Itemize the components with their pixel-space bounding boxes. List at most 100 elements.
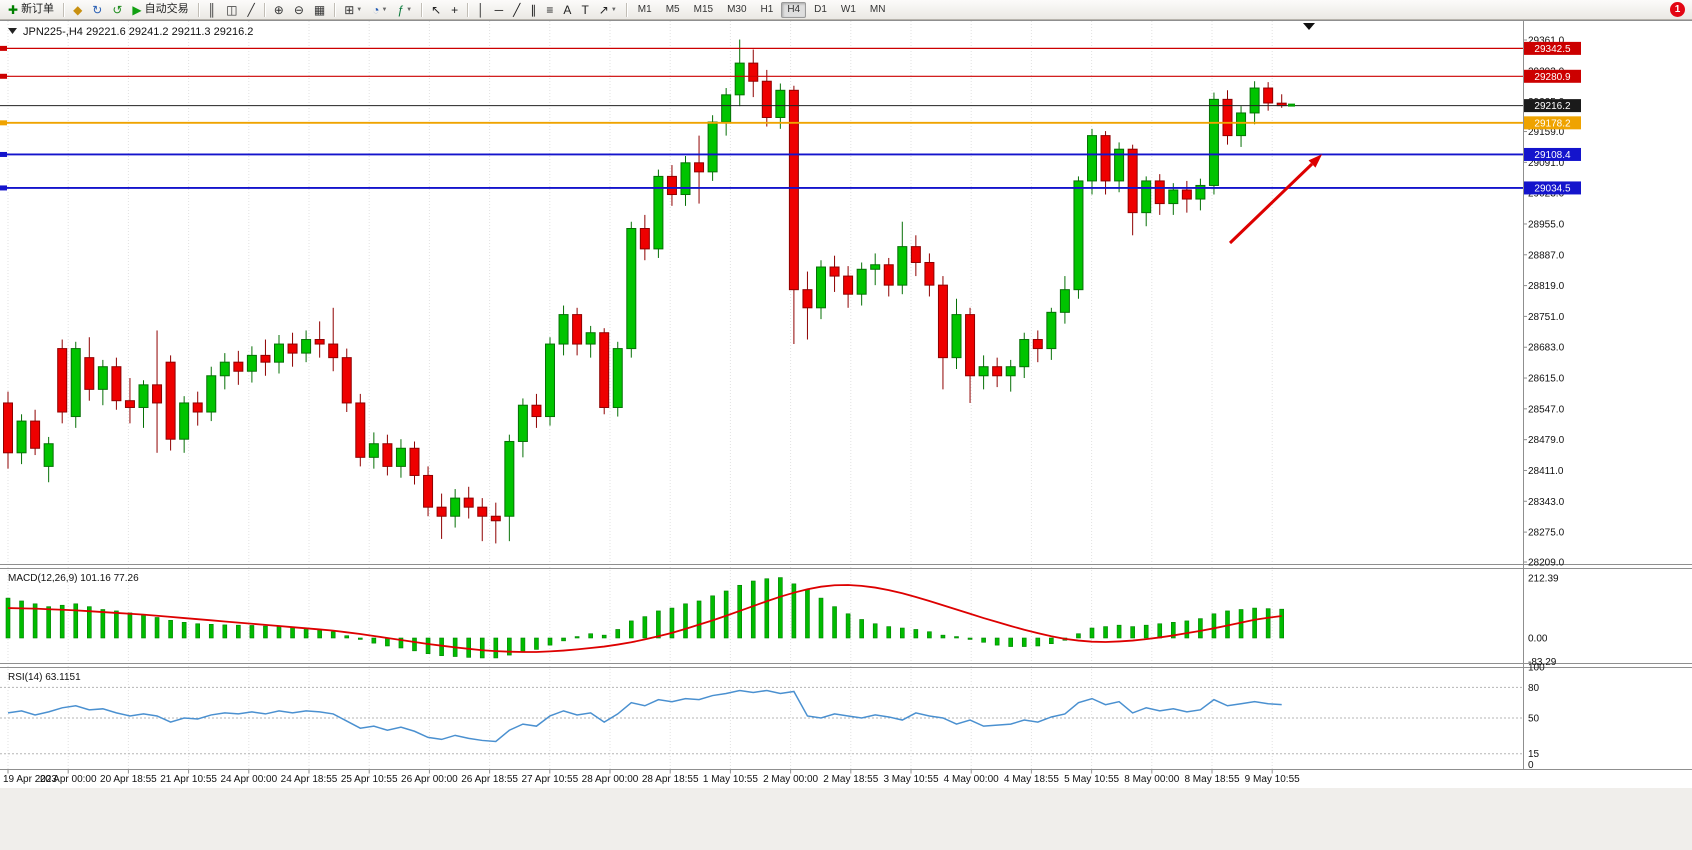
svg-text:1 May 10:55: 1 May 10:55 <box>703 774 758 785</box>
svg-text:28615.0: 28615.0 <box>1528 374 1565 385</box>
history-center-button[interactable]: ↺ <box>108 0 126 19</box>
chart-shift-marker-icon[interactable] <box>1303 23 1315 30</box>
level-line-anchor[interactable] <box>0 120 7 126</box>
text-label-button[interactable]: T <box>577 0 592 19</box>
svg-text:28819.0: 28819.0 <box>1528 281 1565 292</box>
zoom-in-button[interactable]: ⊕ <box>270 0 288 19</box>
svg-text:80: 80 <box>1528 683 1540 694</box>
profiles-icon: ◔ <box>372 2 380 17</box>
svg-text:28683.0: 28683.0 <box>1528 343 1565 354</box>
level-line-anchor[interactable] <box>0 45 7 51</box>
price-badge <box>1524 147 1581 161</box>
refresh-button[interactable]: ↻ <box>88 0 106 19</box>
autotrading-button-label: 自动交易 <box>144 3 189 15</box>
new-order-icon: ✚ <box>8 2 19 17</box>
timeframe-h4-button[interactable]: H4 <box>781 1 807 18</box>
channel-button[interactable]: ∥ <box>526 0 540 19</box>
market-watch-button[interactable]: ◆ <box>69 0 86 19</box>
toolbar: ✚ 新订单 ◆ ↻ ↺ ▶ 自动交易 ║ ◫ ╱ ⊕ ⊖ ▦ ⊞ ▼ ◔ ▼ ƒ ▼ ↖ + │ ─ ╱ ∥ ≡ A T ↗ ▼ M1 M5 M… <box>0 0 1692 20</box>
cursor-button[interactable]: ↖ <box>427 0 445 19</box>
cursor-icon: ↖ <box>431 2 442 17</box>
svg-text:2 May 00:00: 2 May 00:00 <box>763 774 818 785</box>
timeframe-h1-button[interactable]: H1 <box>760 3 774 15</box>
toolbar-separator <box>63 2 65 17</box>
svg-text:24 Apr 00:00: 24 Apr 00:00 <box>220 774 277 785</box>
level-line-anchor[interactable] <box>0 73 7 79</box>
new-chart-button[interactable]: ⊞ ▼ <box>340 0 366 19</box>
text-button[interactable]: A <box>559 0 575 19</box>
svg-text:27 Apr 10:55: 27 Apr 10:55 <box>521 774 578 785</box>
timeframe-m15-button[interactable]: M15 <box>693 3 714 15</box>
symbol-dropdown-icon[interactable] <box>8 28 17 34</box>
rsi-line <box>7 689 1282 743</box>
profiles-button[interactable]: ◔ ▼ <box>368 0 391 19</box>
zoom-out-button[interactable]: ⊖ <box>290 0 308 19</box>
indicators-icon: ƒ <box>397 2 405 17</box>
notification-badge[interactable]: 1 <box>1670 2 1685 17</box>
timeframe-w1-button[interactable]: W1 <box>840 3 856 15</box>
svg-text:29034.5: 29034.5 <box>1534 183 1571 194</box>
svg-text:25 Apr 10:55: 25 Apr 10:55 <box>341 774 398 785</box>
price-badge <box>1524 41 1581 55</box>
timeframe-d1-button[interactable]: D1 <box>814 3 827 15</box>
svg-text:4 May 00:00: 4 May 00:00 <box>944 774 999 785</box>
svg-text:8 May 00:00: 8 May 00:00 <box>1124 774 1179 785</box>
svg-text:28751.0: 28751.0 <box>1528 312 1565 323</box>
level-line-anchor[interactable] <box>0 151 7 157</box>
new-order-button-label: 新订单 <box>21 3 55 15</box>
timeframe-m30-button[interactable]: M30 <box>727 3 747 15</box>
timeframe-m5-button[interactable]: M5 <box>665 3 680 15</box>
svg-text:50: 50 <box>1528 714 1540 725</box>
trend-arrow-head <box>1308 154 1323 168</box>
svg-text:28209.0: 28209.0 <box>1528 558 1565 569</box>
svg-text:100: 100 <box>1528 663 1545 674</box>
svg-text:29108.4: 29108.4 <box>1534 150 1571 161</box>
autotrading-button[interactable]: ▶ 自动交易 <box>128 0 192 19</box>
svg-text:2 May 18:55: 2 May 18:55 <box>823 774 878 785</box>
crosshair-button[interactable]: + <box>447 0 462 19</box>
svg-text:4 May 18:55: 4 May 18:55 <box>1004 774 1059 785</box>
new-chart-icon: ⊞ <box>344 2 355 17</box>
bar-chart-button[interactable]: ║ <box>204 0 221 19</box>
price-badge <box>1524 69 1581 83</box>
fibonacci-button[interactable]: ≡ <box>542 0 557 19</box>
price-axis[interactable]: 29361.029293.029225.029159.029091.029023… <box>1523 36 1581 569</box>
trend-arrow-annotation[interactable] <box>1228 162 1314 245</box>
svg-text:20 Apr 18:55: 20 Apr 18:55 <box>100 774 157 785</box>
svg-text:3 May 10:55: 3 May 10:55 <box>883 774 938 785</box>
toolbar-separator <box>625 2 627 17</box>
svg-text:26 Apr 00:00: 26 Apr 00:00 <box>401 774 458 785</box>
vertical-line-icon: │ <box>477 2 485 17</box>
new-order-button[interactable]: ✚ 新订单 <box>4 0 58 19</box>
trendline-button[interactable]: ╱ <box>509 0 524 19</box>
horizontal-line-button[interactable]: ─ <box>491 0 508 19</box>
vertical-line-button[interactable]: │ <box>473 0 489 19</box>
zoom-in-icon: ⊕ <box>273 2 284 17</box>
timeframe-mn-button[interactable]: MN <box>869 3 886 15</box>
indicators-button[interactable]: ƒ ▼ <box>393 0 416 19</box>
tile-windows-icon: ▦ <box>313 2 326 17</box>
refresh-icon: ↻ <box>92 2 103 17</box>
svg-text:5 May 10:55: 5 May 10:55 <box>1064 774 1119 785</box>
svg-text:29361.0: 29361.0 <box>1528 36 1565 47</box>
macd-indicator-label: MACD(12,26,9) 101.16 77.26 <box>8 573 139 584</box>
market-watch-icon: ◆ <box>73 2 83 17</box>
toolbar-separator <box>197 2 199 17</box>
svg-text:28343.0: 28343.0 <box>1528 497 1565 508</box>
last-price-marker <box>1288 103 1295 107</box>
level-line-anchor[interactable] <box>0 185 7 191</box>
svg-text:28479.0: 28479.0 <box>1528 435 1565 446</box>
trendline-icon: ╱ <box>513 2 521 17</box>
bar-chart-icon: ║ <box>207 2 217 17</box>
text-icon: A <box>563 2 572 17</box>
svg-text:26 Apr 18:55: 26 Apr 18:55 <box>461 774 518 785</box>
candlestick-chart-button[interactable]: ◫ <box>222 0 241 19</box>
line-chart-button[interactable]: ╱ <box>244 0 259 19</box>
timeframe-m1-button[interactable]: M1 <box>637 3 652 15</box>
tile-windows-button[interactable]: ▦ <box>310 0 329 19</box>
arrows-button[interactable]: ↗ ▼ <box>595 0 621 19</box>
svg-text:8 May 18:55: 8 May 18:55 <box>1184 774 1239 785</box>
svg-text:21 Apr 10:55: 21 Apr 10:55 <box>160 774 217 785</box>
